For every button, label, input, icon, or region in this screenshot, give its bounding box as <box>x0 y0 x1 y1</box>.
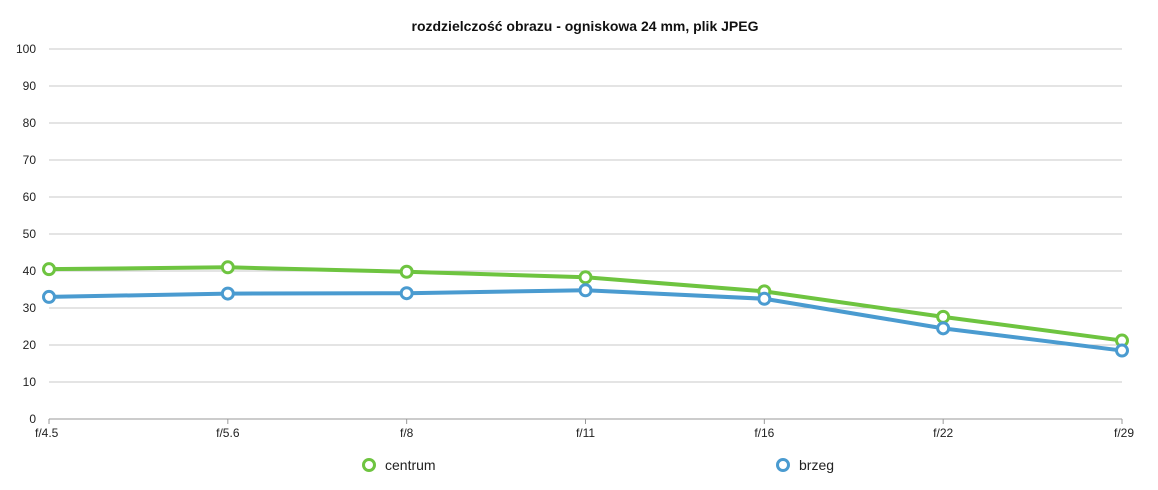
x-tick-label: f/4.5 <box>35 426 59 440</box>
data-point-centrum <box>578 270 593 285</box>
x-tick-label: f/16 <box>754 426 774 440</box>
y-tick-label: 0 <box>29 412 36 426</box>
data-point-centrum <box>42 262 56 277</box>
y-tick-label: 40 <box>23 264 37 278</box>
y-tick-label: 50 <box>23 227 37 241</box>
gridlines <box>49 48 1122 420</box>
legend-marker <box>776 458 790 472</box>
data-point-brzeg <box>578 283 593 298</box>
legend-marker <box>362 458 376 472</box>
x-tick-label: f/29 <box>1114 426 1134 440</box>
data-point-centrum <box>220 260 235 275</box>
y-tick-label: 30 <box>23 301 37 315</box>
x-tick-label: f/11 <box>576 426 595 440</box>
x-tick-label: f/8 <box>400 426 414 440</box>
data-point-brzeg <box>936 321 951 336</box>
data-point-brzeg <box>757 291 772 306</box>
data-point-brzeg <box>1115 343 1129 358</box>
x-axis-ticks: f/4.5 f/5.6 f/8 f/11 f/16 f/22 f/29 <box>35 419 1134 440</box>
data-point-centrum <box>936 309 951 324</box>
legend-label: brzeg <box>799 457 834 473</box>
series-lines <box>42 260 1129 358</box>
legend: centrum brzeg <box>362 457 834 473</box>
data-point-brzeg <box>42 289 56 304</box>
legend-item-centrum: centrum <box>362 457 436 473</box>
y-tick-label: 80 <box>23 116 37 130</box>
x-tick-label: f/5.6 <box>216 426 240 440</box>
y-tick-label: 100 <box>16 42 36 56</box>
data-point-centrum <box>399 264 414 279</box>
legend-label: centrum <box>385 457 436 473</box>
y-tick-label: 20 <box>23 338 37 352</box>
x-tick-label: f/22 <box>933 426 953 440</box>
y-axis-ticks: 0 10 20 30 40 50 60 70 80 90 100 <box>16 42 36 426</box>
data-point-brzeg <box>399 286 414 301</box>
data-point-brzeg <box>220 286 235 301</box>
y-tick-label: 60 <box>23 190 37 204</box>
y-tick-label: 10 <box>23 375 37 389</box>
legend-item-brzeg: brzeg <box>776 457 834 473</box>
y-tick-label: 90 <box>23 79 37 93</box>
y-tick-label: 70 <box>23 153 37 167</box>
chart-title: rozdzielczość obrazu - ogniskowa 24 mm, … <box>412 18 759 34</box>
